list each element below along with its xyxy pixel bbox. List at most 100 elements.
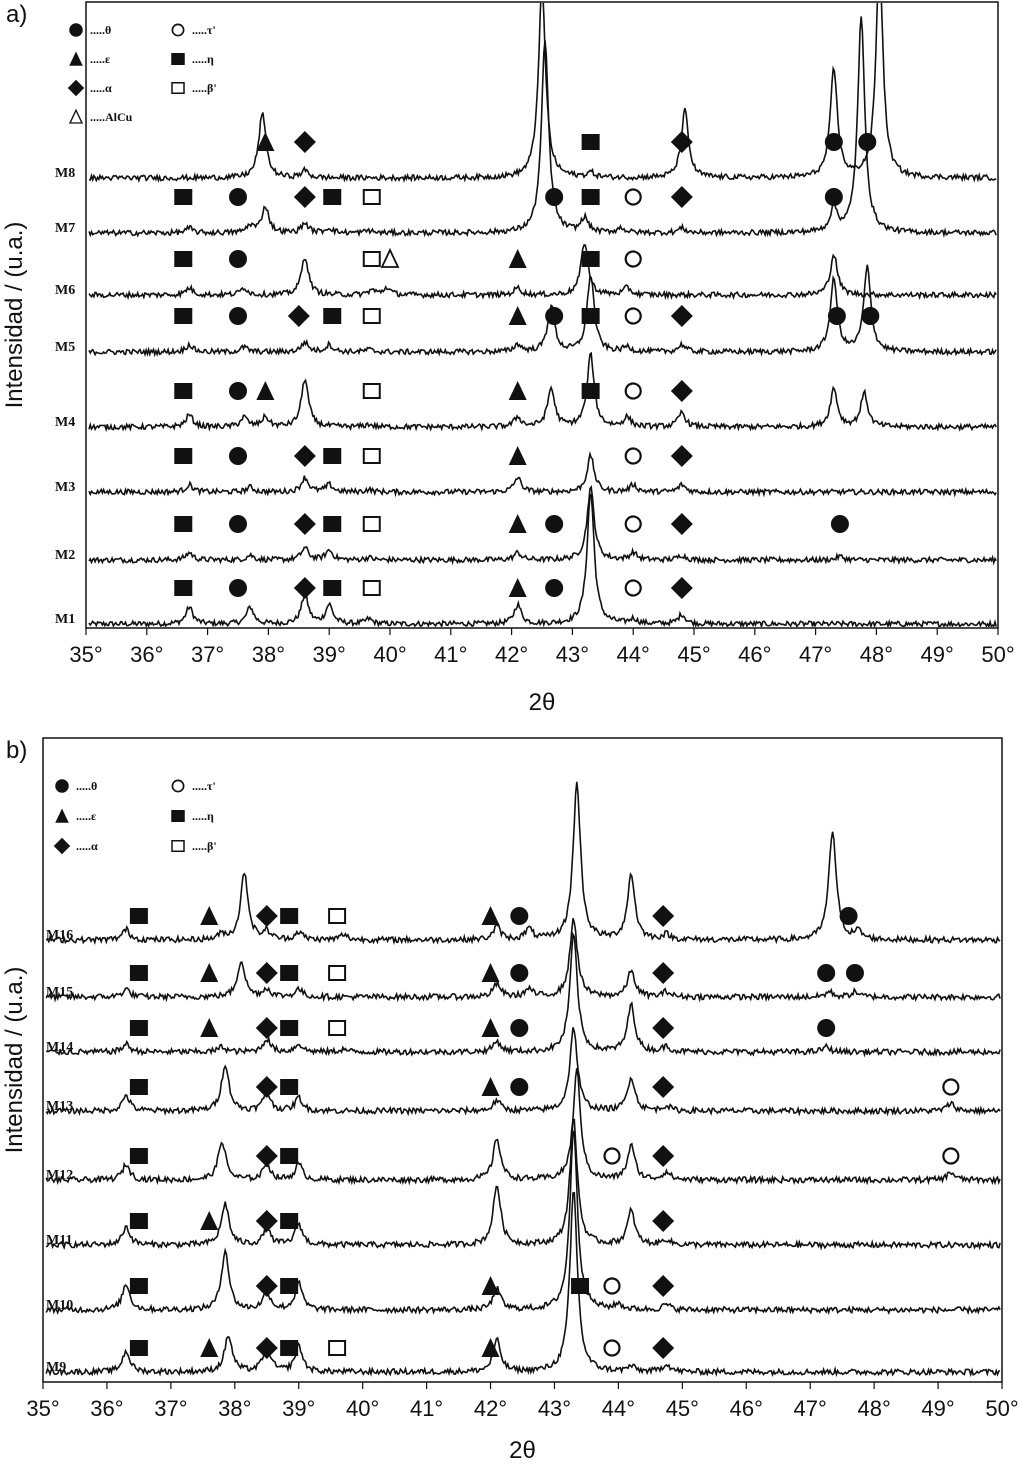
marker-filled-circle: [510, 964, 529, 982]
x-tick-label: 38°: [218, 1396, 251, 1421]
marker-filled-square: [174, 251, 193, 267]
marker-open-square: [362, 580, 381, 596]
legend-marker-open-circle: [171, 23, 185, 37]
series-label-M8: M8: [55, 166, 75, 181]
marker-filled-circle: [229, 382, 247, 400]
trace-M2: [88, 485, 997, 566]
legend: .....θ .....ε .....α .....AlCu .....τ' .....η…: [67, 23, 217, 124]
legend-label: .....τ': [192, 23, 216, 37]
x-tick-label: 35°: [69, 642, 102, 667]
series-label-M16: M16: [46, 928, 73, 943]
trace-M14: [46, 931, 1001, 1058]
marker-filled-square: [129, 1148, 148, 1164]
marker-open-circle: [942, 1078, 960, 1096]
x-tick-label: 47°: [794, 1396, 827, 1421]
marker-filled-circle: [824, 133, 843, 151]
legend: .....θ .....ε .....α .....τ' .....η .....β': [53, 779, 217, 855]
marker-filled-square: [129, 1020, 148, 1036]
marker-filled-square: [129, 965, 148, 981]
x-tick-label: 49°: [921, 1396, 954, 1421]
x-axis-label: 2θ: [529, 689, 556, 716]
marker-filled-triangle: [508, 514, 527, 533]
marker-filled-diamond: [670, 577, 693, 599]
trace-M8: [88, 3, 997, 184]
legend-marker-open-square: [171, 840, 185, 852]
trace-M7: [88, 16, 997, 238]
marker-open-circle: [603, 1147, 621, 1165]
x-tick-label: 37°: [154, 1396, 187, 1421]
marker-filled-square: [129, 908, 148, 924]
series-label-M11: M11: [46, 1233, 72, 1248]
marker-filled-circle: [229, 579, 247, 597]
marker-open-circle: [624, 447, 642, 465]
x-tick-label: 41°: [434, 642, 467, 667]
x-tick-label: 50°: [981, 642, 1014, 667]
legend-marker-filled-triangle: [69, 51, 83, 66]
marker-filled-circle: [229, 515, 247, 533]
marker-filled-circle: [817, 964, 836, 982]
marker-filled-triangle: [200, 963, 219, 982]
marker-filled-diamond: [652, 1017, 675, 1039]
legend-marker-filled-square: [171, 810, 185, 822]
series-label-M7: M7: [55, 221, 75, 236]
legend-label: .....α: [76, 839, 98, 853]
trace-M1: [88, 493, 997, 627]
marker-open-circle: [624, 382, 642, 400]
marker-filled-square: [129, 1213, 148, 1229]
marker-filled-circle: [229, 188, 247, 206]
marker-filled-diamond: [255, 1145, 278, 1167]
marker-open-circle: [603, 1339, 621, 1357]
legend-label: .....ε: [76, 809, 96, 823]
panel-a-chart: 35° 36° 37° 38° 39° 40° 41° 42° 43° 44° 45° 46° 47° 4…: [1, 1, 1015, 716]
marker-filled-square: [323, 448, 342, 464]
marker-open-square: [328, 908, 347, 924]
marker-filled-diamond: [670, 305, 693, 327]
legend-label: .....α: [90, 81, 112, 95]
traces: [88, 3, 997, 627]
marker-filled-triangle: [481, 1018, 500, 1037]
marker-filled-square: [280, 908, 299, 924]
marker-filled-diamond: [670, 131, 693, 153]
x-tick-label: 36°: [130, 642, 163, 667]
marker-filled-square: [174, 308, 193, 324]
series-label-M6: M6: [55, 283, 75, 298]
plot-frame: [85, 1, 999, 629]
series-label-M13: M13: [46, 1099, 73, 1114]
x-tick-label: 35°: [26, 1396, 59, 1421]
series-label-M3: M3: [55, 480, 75, 495]
panel-b-chart: 35° 36° 37° 38° 39° 40° 41° 42° 43° 44° 45° 46° 47° 4…: [1, 737, 1019, 1464]
marker-filled-square: [129, 1340, 148, 1356]
legend-marker-filled-circle: [55, 779, 69, 793]
x-tick-label: 46°: [738, 642, 771, 667]
marker-filled-circle: [510, 1019, 529, 1037]
x-tick-label: 46°: [730, 1396, 763, 1421]
marker-filled-circle: [510, 907, 529, 925]
x-tick-label: 49°: [921, 642, 954, 667]
legend-label: .....β': [192, 839, 217, 853]
marker-open-square: [362, 251, 381, 267]
x-tick-label: 44°: [617, 642, 650, 667]
marker-filled-square: [280, 1079, 299, 1095]
marker-filled-diamond: [293, 186, 316, 208]
marker-filled-diamond: [670, 186, 693, 208]
marker-filled-triangle: [200, 1338, 219, 1357]
series-label-M4: M4: [55, 415, 75, 430]
marker-filled-circle: [830, 515, 849, 533]
marker-filled-circle: [229, 250, 247, 268]
marker-filled-triangle: [200, 1211, 219, 1230]
x-tick-label: 38°: [252, 642, 285, 667]
series-label-M2: M2: [55, 548, 75, 563]
trace-M4: [88, 351, 997, 433]
marker-filled-diamond: [293, 445, 316, 467]
marker-filled-circle: [817, 1019, 836, 1037]
series-label-M14: M14: [46, 1040, 73, 1055]
marker-filled-diamond: [293, 577, 316, 599]
x-tick-label: 42°: [495, 642, 528, 667]
marker-filled-triangle: [200, 1018, 219, 1037]
marker-filled-triangle: [481, 1276, 500, 1295]
marker-filled-square: [581, 308, 600, 324]
marker-filled-square: [174, 580, 193, 596]
marker-filled-diamond: [255, 962, 278, 984]
marker-filled-triangle: [256, 132, 275, 151]
marker-open-circle: [942, 1147, 960, 1165]
